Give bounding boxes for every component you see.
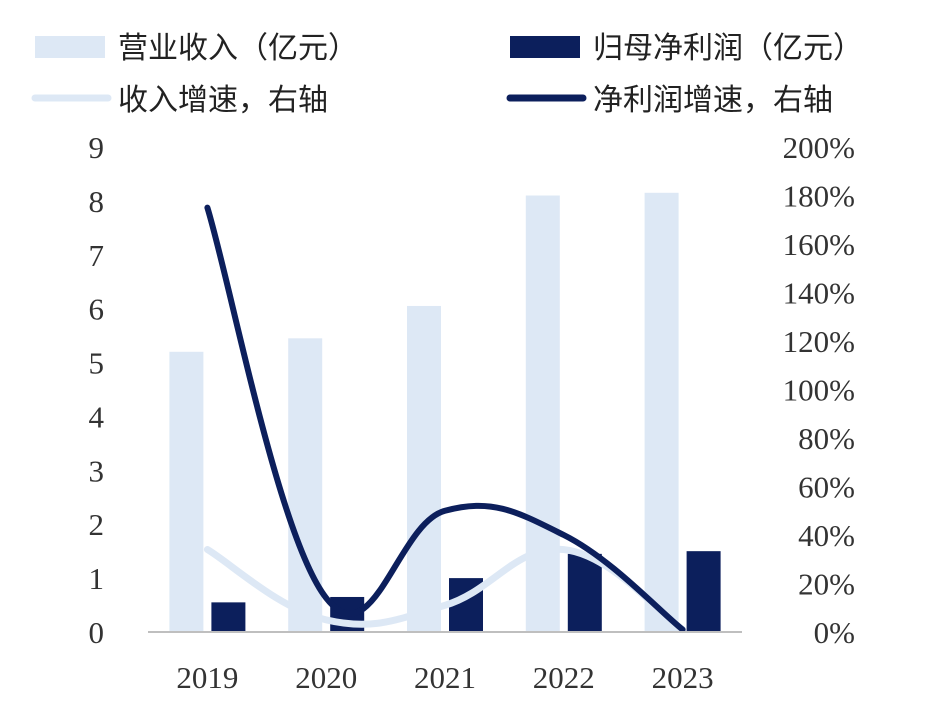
right-y-tick-label: 200% (783, 130, 855, 165)
x-tick-label: 2023 (652, 660, 714, 695)
left-y-tick-label: 9 (89, 130, 105, 165)
right-y-tick-label: 180% (783, 179, 855, 214)
right-y-tick-label: 20% (798, 567, 855, 602)
left-y-tick-label: 3 (89, 453, 105, 488)
bar-net-profit-2022 (567, 553, 602, 632)
left-y-tick-label: 0 (89, 615, 105, 650)
x-tick-label: 2019 (176, 660, 238, 695)
x-tick-label: 2020 (295, 660, 357, 695)
right-y-tick-label: 60% (798, 470, 855, 505)
bar-net-profit-2023 (686, 551, 721, 632)
left-y-tick-label: 1 (89, 561, 105, 596)
left-y-tick-label: 4 (89, 399, 105, 434)
legend-swatch-net-profit (510, 36, 580, 58)
right-y-tick-label: 0% (814, 615, 855, 650)
line-revenue-growth (203, 545, 687, 634)
right-y-tick-label: 100% (783, 373, 855, 408)
bar-revenue-2019 (169, 351, 204, 632)
x-tick-label: 2022 (533, 660, 595, 695)
right-y-tick-label: 40% (798, 518, 855, 553)
right-y-tick-label: 80% (798, 421, 855, 456)
legend-label-net-profit: 归母净利润（亿元） (593, 31, 863, 66)
left-y-tick-label: 2 (89, 507, 105, 542)
x-tick-label: 2021 (414, 660, 476, 695)
right-y-tick-label: 160% (783, 227, 855, 262)
legend-label-revenue-growth: 收入增速，右轴 (118, 83, 328, 118)
bar-revenue-2022 (525, 195, 560, 632)
plot-area (169, 192, 721, 634)
line-profit-growth (204, 204, 686, 633)
right-y-tick-label: 120% (783, 324, 855, 359)
left-y-tick-label: 5 (89, 346, 105, 381)
legend-label-revenue: 营业收入（亿元） (118, 31, 358, 66)
axes: 2019 2020 2021 2022 2023 0 1 2 3 4 5 6 7 8 9 0% 20% 40% 60… (89, 130, 856, 695)
legend: 营业收入（亿元） 归母净利润（亿元） 收入增速，右轴 净利润增速，右轴 (31, 31, 863, 118)
left-y-tick-label: 7 (89, 238, 105, 273)
left-y-tick-label: 8 (89, 184, 105, 219)
bar-revenue-2021 (407, 305, 441, 632)
left-y-tick-label: 6 (89, 292, 105, 327)
bar-net-profit-2019 (211, 602, 246, 632)
legend-swatch-revenue (35, 36, 105, 58)
bar-revenue-2023 (644, 192, 679, 633)
right-y-tick-label: 140% (783, 276, 855, 311)
legend-label-profit-growth: 净利润增速，右轴 (593, 83, 833, 118)
